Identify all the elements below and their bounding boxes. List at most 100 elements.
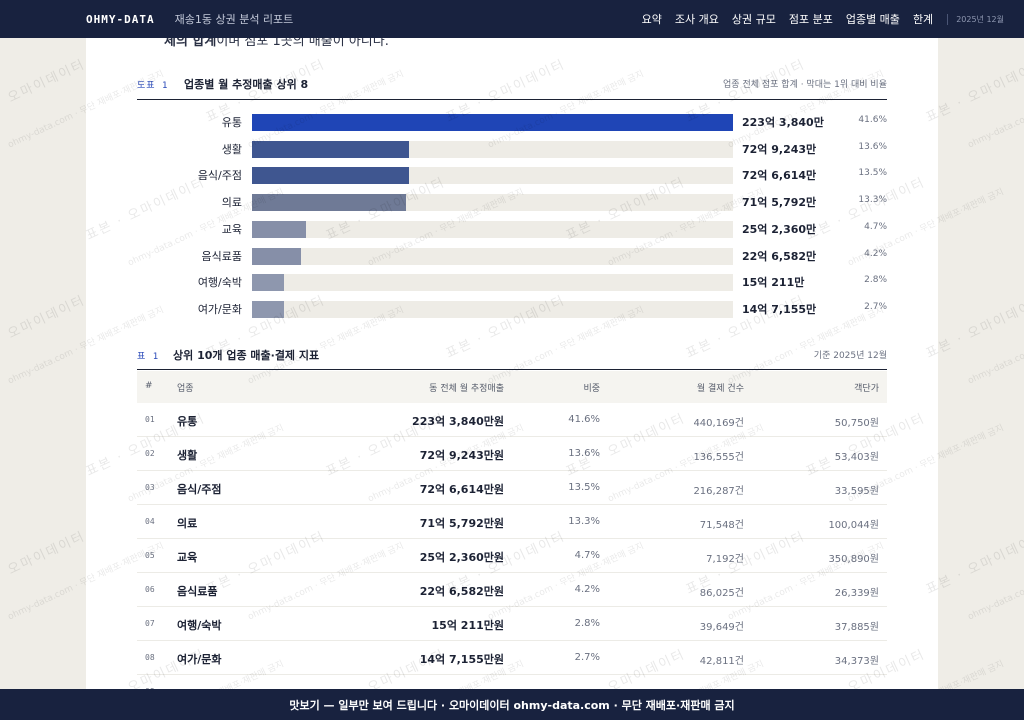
watermark-subtext: ohmy-data.com · 무단 재배포·재판매 금지 — [966, 69, 1024, 151]
cell-rank: 09 — [145, 687, 155, 689]
cell-sales: 72억 9,243만원 — [419, 449, 504, 462]
nav-item-overview[interactable]: 조사 개요 — [674, 13, 719, 26]
bar-track — [252, 220, 733, 238]
col-header-sector: 업종 — [177, 384, 194, 394]
table-head-row: # 업종 동 전체 월 추정매출 비중 월 결제 건수 객단가 — [137, 371, 887, 403]
bar — [252, 274, 285, 292]
watermark-subtext: ohmy-data.com · 무단 재배포·재판매 금지 — [966, 305, 1024, 387]
cell-sales: 72억 6,614만원 — [419, 483, 504, 496]
nav-item-limits[interactable]: 한계 — [912, 13, 934, 26]
cell-rank: 08 — [145, 653, 155, 662]
figure-header: 도표 1 업종별 월 추정매출 상위 8 업종 전체 점포 합계 · 막대는 1… — [137, 74, 887, 100]
cell-sector: 여가/문화 — [177, 653, 222, 666]
bar — [252, 167, 409, 185]
cell-rank: 04 — [145, 517, 155, 526]
bar-value-label: 71억 5,792만 — [742, 196, 817, 210]
preview-banner: 맛보기 — 일부만 보여 드립니다 · 오마이데이터 ohmy-data.com… — [0, 689, 1024, 720]
bar-value-label: 15억 211만 — [742, 276, 805, 290]
top-nav: OHMY-DATA 재송1동 상권 분석 리포트 요약 조사 개요 상권 규모 … — [0, 0, 1024, 38]
bar-category-label: 음식료품 — [201, 249, 242, 263]
bar-share-label: 41.6% — [858, 115, 887, 125]
bar-category-label: 여행/숙박 — [197, 276, 242, 290]
cell-share: 2.7% — [574, 652, 600, 663]
bar-value-label: 223억 3,840만 — [742, 116, 824, 129]
cell-share: 41.6% — [568, 414, 600, 425]
intro-bold-text: 체의 합계 — [164, 38, 217, 49]
bar-category-label: 음식/주점 — [197, 169, 242, 183]
bar-value-label: 14억 7,155만 — [742, 302, 817, 316]
nav-item-scale[interactable]: 상권 규모 — [731, 13, 776, 26]
cell-sector: 유통 — [177, 415, 198, 428]
cell-rank: 01 — [145, 415, 155, 424]
bar-track — [252, 274, 733, 292]
bar-track — [252, 114, 733, 131]
cell-unit-price: 100,044원 — [828, 520, 879, 531]
sales-table: # 업종 동 전체 월 추정매출 비중 월 결제 건수 객단가 01 유통 223억… — [137, 371, 887, 689]
cell-payments: 7,192건 — [706, 554, 744, 565]
bar-share-label: 4.2% — [864, 248, 887, 259]
bar — [252, 220, 307, 238]
cell-sales: 15억 211만원 — [431, 619, 504, 632]
cell-sales: 25억 2,360만원 — [419, 551, 504, 564]
table-row: 06 음식료품 22억 6,582만원 4.2% 86,025건 26,339원 — [137, 573, 887, 607]
cell-share: 4.2% — [574, 584, 600, 595]
nav-item-distribution[interactable]: 점포 분포 — [788, 13, 833, 26]
cell-unit-price: 33,595원 — [834, 486, 879, 497]
col-header-rank: # — [145, 381, 153, 391]
figure-tag: 도표 1 — [137, 81, 169, 91]
cell-payments: 136,555건 — [693, 452, 744, 463]
table-tag: 표 1 — [137, 352, 160, 362]
cell-sales: 14억 7,155만원 — [419, 653, 504, 666]
bar-row: 여행/숙박 15억 211만 2.8% — [137, 272, 887, 292]
bar-share-label: 2.8% — [864, 275, 887, 286]
cell-sector: 생활 — [177, 449, 198, 462]
cell-unit-price: 50,750원 — [834, 418, 879, 429]
cell-payments: 71,548건 — [699, 520, 744, 531]
bar-share-label: 4.7% — [864, 221, 887, 232]
table-row: 07 여행/숙박 15억 211만원 2.8% 39,649건 37,885원 — [137, 607, 887, 641]
bar-share-label: 13.3% — [858, 195, 887, 206]
cell-share: 13.5% — [568, 482, 600, 493]
cell-sector: 음식/주점 — [177, 483, 222, 496]
table-row: 02 생활 72억 9,243만원 13.6% 136,555건 53,403원 — [137, 437, 887, 471]
bar-row: 생활 72억 9,243만 13.6% — [137, 139, 887, 159]
report-date: 2025년 12월 — [947, 13, 1004, 25]
preview-banner-text: 맛보기 — 일부만 보여 드립니다 · 오마이데이터 ohmy-data.com… — [289, 698, 735, 712]
table-row: 09 — [137, 675, 887, 689]
cell-share: 2.8% — [574, 618, 600, 629]
nav-item-summary[interactable]: 요약 — [641, 13, 662, 26]
cell-rank: 05 — [145, 551, 155, 560]
cell-payments: 86,025건 — [699, 588, 744, 599]
bar — [252, 300, 284, 318]
table-body: 01 유통 223억 3,840만원 41.6% 440,169건 50,750원 02 생활… — [137, 403, 887, 689]
bar-share-label: 13.5% — [858, 168, 887, 179]
cell-share: 4.7% — [574, 550, 600, 561]
cell-unit-price: 37,885원 — [834, 622, 879, 633]
figure-title: 업종별 월 추정매출 상위 8 — [184, 78, 309, 91]
bar-row: 여가/문화 14억 7,155만 2.7% — [137, 299, 887, 319]
cell-rank: 02 — [145, 449, 155, 458]
cell-share: 13.3% — [568, 516, 600, 527]
bar-category-label: 유통 — [221, 116, 242, 129]
watermark-subtext: ohmy-data.com · 무단 재배포·재판매 금지 — [966, 541, 1024, 623]
bar-category-label: 생활 — [221, 142, 242, 156]
sales-bar-chart: 유통 223억 3,840만 41.6% 생활 72억 9,243만 13.6% 음식/주점… — [137, 112, 887, 328]
bar-share-label: 2.7% — [864, 301, 887, 312]
cell-sales: 22억 6,582만원 — [419, 585, 504, 598]
cell-payments: 39,649건 — [699, 622, 744, 633]
cell-rank: 07 — [145, 619, 155, 628]
bar — [252, 114, 733, 131]
cell-unit-price: 53,403원 — [834, 452, 879, 463]
bar-share-label: 13.6% — [858, 141, 887, 152]
brand-logo[interactable]: OHMY-DATA — [86, 12, 155, 26]
bar-category-label: 의료 — [221, 196, 242, 210]
col-header-unit-price: 객단가 — [854, 384, 879, 394]
bar-row: 유통 223억 3,840만 41.6% — [137, 112, 887, 132]
nav-item-sales-by-sector[interactable]: 업종별 매출 — [845, 13, 900, 26]
cell-sector: 교육 — [177, 551, 198, 564]
bar-row: 음식료품 22억 6,582만 4.2% — [137, 246, 887, 266]
cell-share: 13.6% — [568, 448, 600, 459]
bar-value-label: 22억 6,582만 — [742, 249, 817, 263]
table-title: 상위 10개 업종 매출·결제 지표 — [173, 349, 320, 362]
intro-paragraph: 체의 합계이며 점포 1곳의 매출이 아니다. — [164, 38, 389, 49]
